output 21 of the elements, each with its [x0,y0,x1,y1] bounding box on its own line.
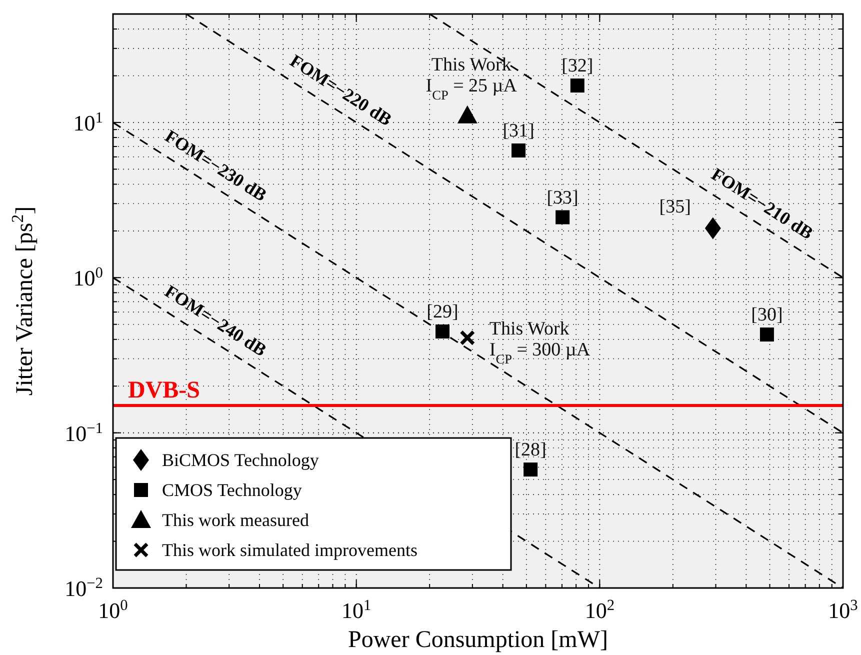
legend-label: This work simulated improvements [162,540,418,560]
x-tick-label: 10$^{2}$ [584,596,615,623]
ref-line-label: DVB-S [128,377,200,404]
legend-label: CMOS Technology [162,480,302,500]
annotation: [35] [659,196,691,218]
legend-label: BiCMOS Technology [162,450,319,470]
x-tick-label: 10$^{1}$ [341,596,372,623]
annotation: This Work I$_{CP}$ = 25 µA [426,54,518,102]
annotation: [28] [514,440,546,461]
annotation: This Work I$_{CP}$ = 300 µA [489,318,590,366]
annotation: [30] [751,304,783,326]
legend-label: This work measured [162,510,309,530]
annotation: [29] [426,301,458,322]
y-tick-label: 10$^{0}$ [73,264,104,291]
y-tick-label: 10$^{1}$ [73,108,103,136]
x-axis-title: Power Consumption [mW] [348,627,608,653]
y-tick-label: 10$^{−1}$ [64,419,103,446]
annotation: [32] [562,56,594,77]
x-tick-label: 10$^{3}$ [828,596,858,623]
annotation: [31] [502,120,534,142]
annotation: [33] [546,187,578,208]
